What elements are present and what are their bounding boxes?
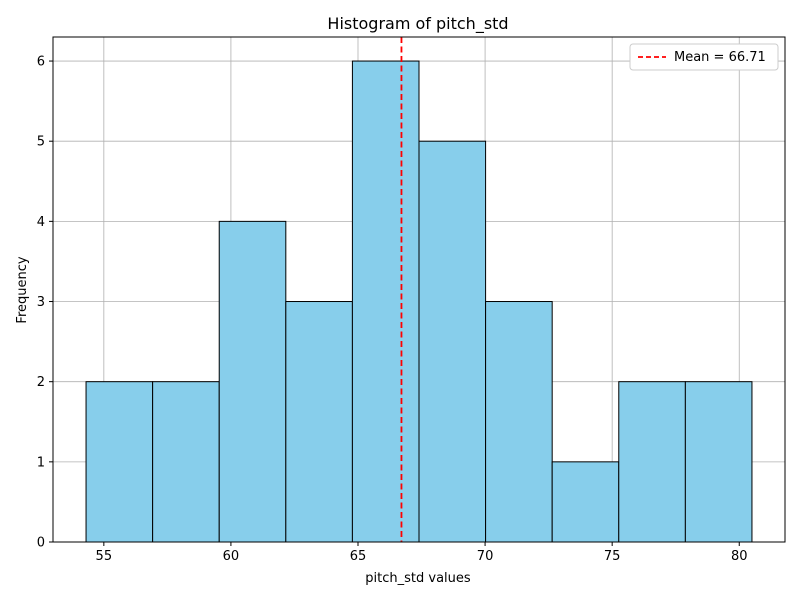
y-tick-label: 4 [37, 215, 45, 230]
histogram-bar [218, 220, 287, 543]
x-tick-label: 60 [223, 549, 240, 564]
histogram-bar [551, 461, 620, 543]
x-tick-label: 65 [350, 549, 367, 564]
legend-mean-label: Mean = 66.71 [674, 50, 766, 65]
histogram-bar [85, 381, 154, 543]
histogram-bar [485, 301, 553, 543]
legend: Mean = 66.71 [629, 43, 779, 71]
histogram-bar [684, 381, 753, 543]
histogram-bar [418, 140, 487, 543]
histogram-bar [351, 60, 420, 543]
y-tick-label: 1 [37, 455, 45, 470]
x-ticks: 55 60 65 70 75 80 [96, 542, 748, 564]
legend-box [629, 43, 779, 71]
x-tick-label: 70 [477, 549, 494, 564]
y-ticks: 0 1 2 3 4 5 6 [37, 55, 53, 551]
chart-title: Histogram of pitch_std [327, 14, 508, 34]
y-tick-label: 5 [37, 135, 45, 150]
x-tick-label: 80 [731, 549, 748, 564]
histogram-bar [618, 381, 686, 543]
x-axis-label: pitch_std values [365, 571, 471, 586]
histogram-bar [152, 381, 220, 543]
y-axis-label: Frequency [15, 256, 30, 323]
y-tick-label: 0 [37, 536, 45, 551]
histogram-bars [85, 60, 753, 543]
x-tick-label: 55 [96, 549, 113, 564]
y-tick-label: 3 [37, 295, 45, 310]
y-tick-label: 2 [37, 375, 45, 390]
y-tick-label: 6 [37, 55, 45, 70]
histogram-bar [285, 301, 353, 543]
x-tick-label: 75 [604, 549, 621, 564]
axes-frame [52, 36, 786, 543]
